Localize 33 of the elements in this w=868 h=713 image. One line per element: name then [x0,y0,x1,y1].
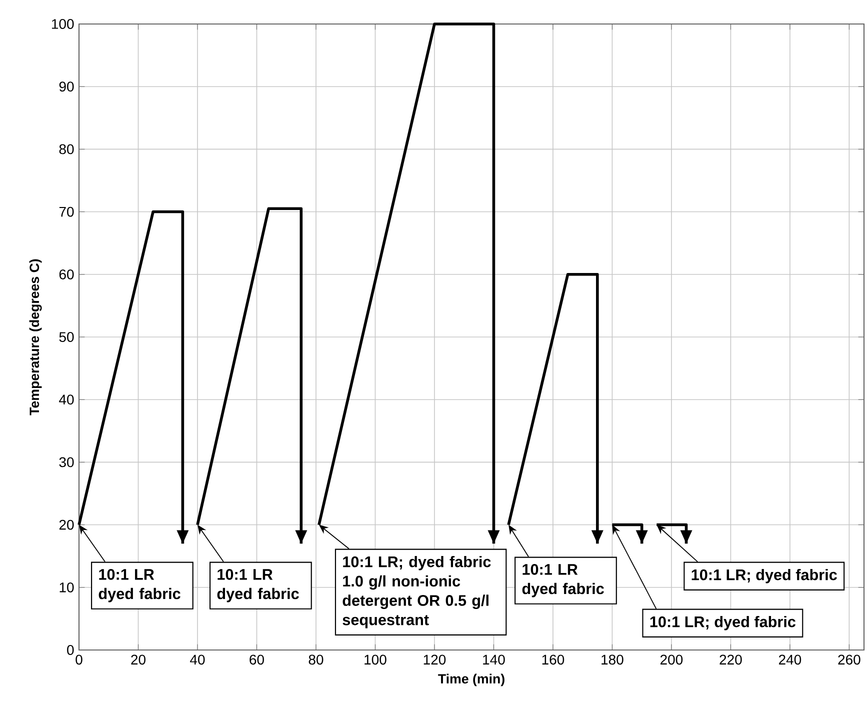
y-tick-label: 60 [59,269,74,280]
x-tick-label: 80 [308,654,324,665]
annotation: 10:1 LR; dyed fabric [692,568,837,584]
y-tick-label: 40 [59,394,74,405]
x-tick-label: 60 [250,654,264,665]
x-tick-label: 120 [424,654,446,665]
y-tick-label: 20 [59,520,74,530]
x-tick-label: 220 [720,654,742,665]
y-tick-label: 50 [59,332,74,342]
x-tick-label: 260 [838,654,860,665]
annotation: 10:1 LR dyed fabric [217,568,299,602]
x-tick-label: 100 [364,654,386,665]
x-tick-label: 20 [131,654,146,665]
x-tick-label: 140 [483,654,505,665]
x-tick-label: 200 [660,654,683,665]
y-tick-label: 10 [60,582,74,592]
y-tick-label: 30 [59,457,74,468]
x-tick-label: 0 [76,654,82,665]
y-axis-title: Temperature (degrees C) [29,259,42,416]
annotation: 10:1 LR dyed fabric [522,564,604,598]
y-tick-label: 80 [59,144,74,154]
annotation: 10:1 LR; dyed fabric 1.0 g/l non-ionic detergent OR 0.5 g/l sequestrant [342,556,491,628]
y-tick-label: 90 [59,82,74,92]
y-tick-label: 100 [52,19,74,29]
x-tick-label: 40 [190,654,205,665]
annotation: 10:1 LR dyed fabric [98,568,180,602]
x-tick-label: 180 [602,654,624,665]
x-tick-label: 160 [542,654,564,665]
annotation: 10:1 LR; dyed fabric [650,616,796,630]
x-tick-label: 240 [778,654,802,665]
y-tick-label: 0 [67,645,74,655]
x-axis-title: Time (min) [438,674,504,686]
y-tick-label: 70 [59,206,74,217]
